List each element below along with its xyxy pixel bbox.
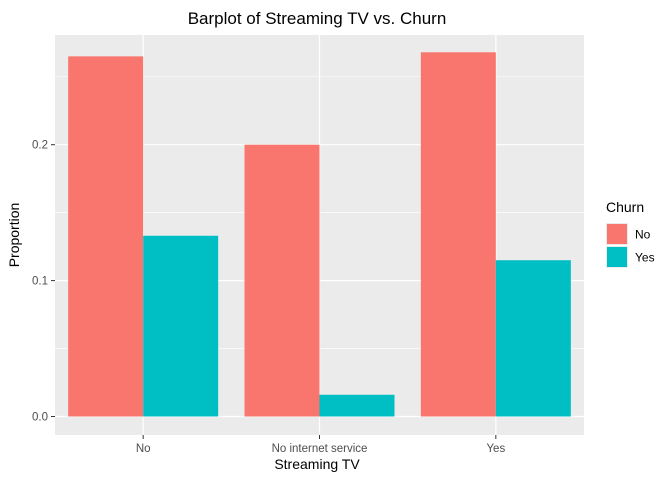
legend-label-yes: Yes: [635, 251, 655, 265]
x-tick-label: Yes: [486, 443, 505, 455]
bar-no-internet-service-churn-no: [244, 144, 320, 417]
chart-title: Barplot of Streaming TV vs. Churn: [188, 9, 447, 28]
x-axis-ticks: No No internet service Yes: [136, 435, 505, 455]
legend: Churn No Yes: [606, 199, 655, 268]
legend-title: Churn: [606, 199, 644, 215]
y-tick-label: 0.0: [32, 412, 48, 424]
bars: [68, 52, 571, 417]
y-axis-title: Proportion: [6, 203, 22, 268]
bar-no-internet-service-churn-yes: [319, 394, 395, 417]
y-tick-label: 0.1: [32, 276, 48, 288]
legend-key-no: [607, 224, 627, 244]
y-axis-ticks: 0.0 0.1 0.2: [32, 140, 55, 424]
legend-label-no: No: [635, 228, 651, 242]
bar-no-churn-no: [68, 56, 144, 417]
x-axis-title: Streaming TV: [274, 456, 360, 472]
bar-yes-churn-yes: [495, 260, 571, 417]
legend-key-yes: [607, 247, 627, 267]
x-tick-label: No: [136, 443, 151, 455]
x-tick-label: No internet service: [272, 443, 368, 455]
y-tick-label: 0.2: [32, 140, 48, 152]
bar-yes-churn-no: [420, 52, 496, 417]
bar-no-churn-yes: [143, 235, 219, 417]
